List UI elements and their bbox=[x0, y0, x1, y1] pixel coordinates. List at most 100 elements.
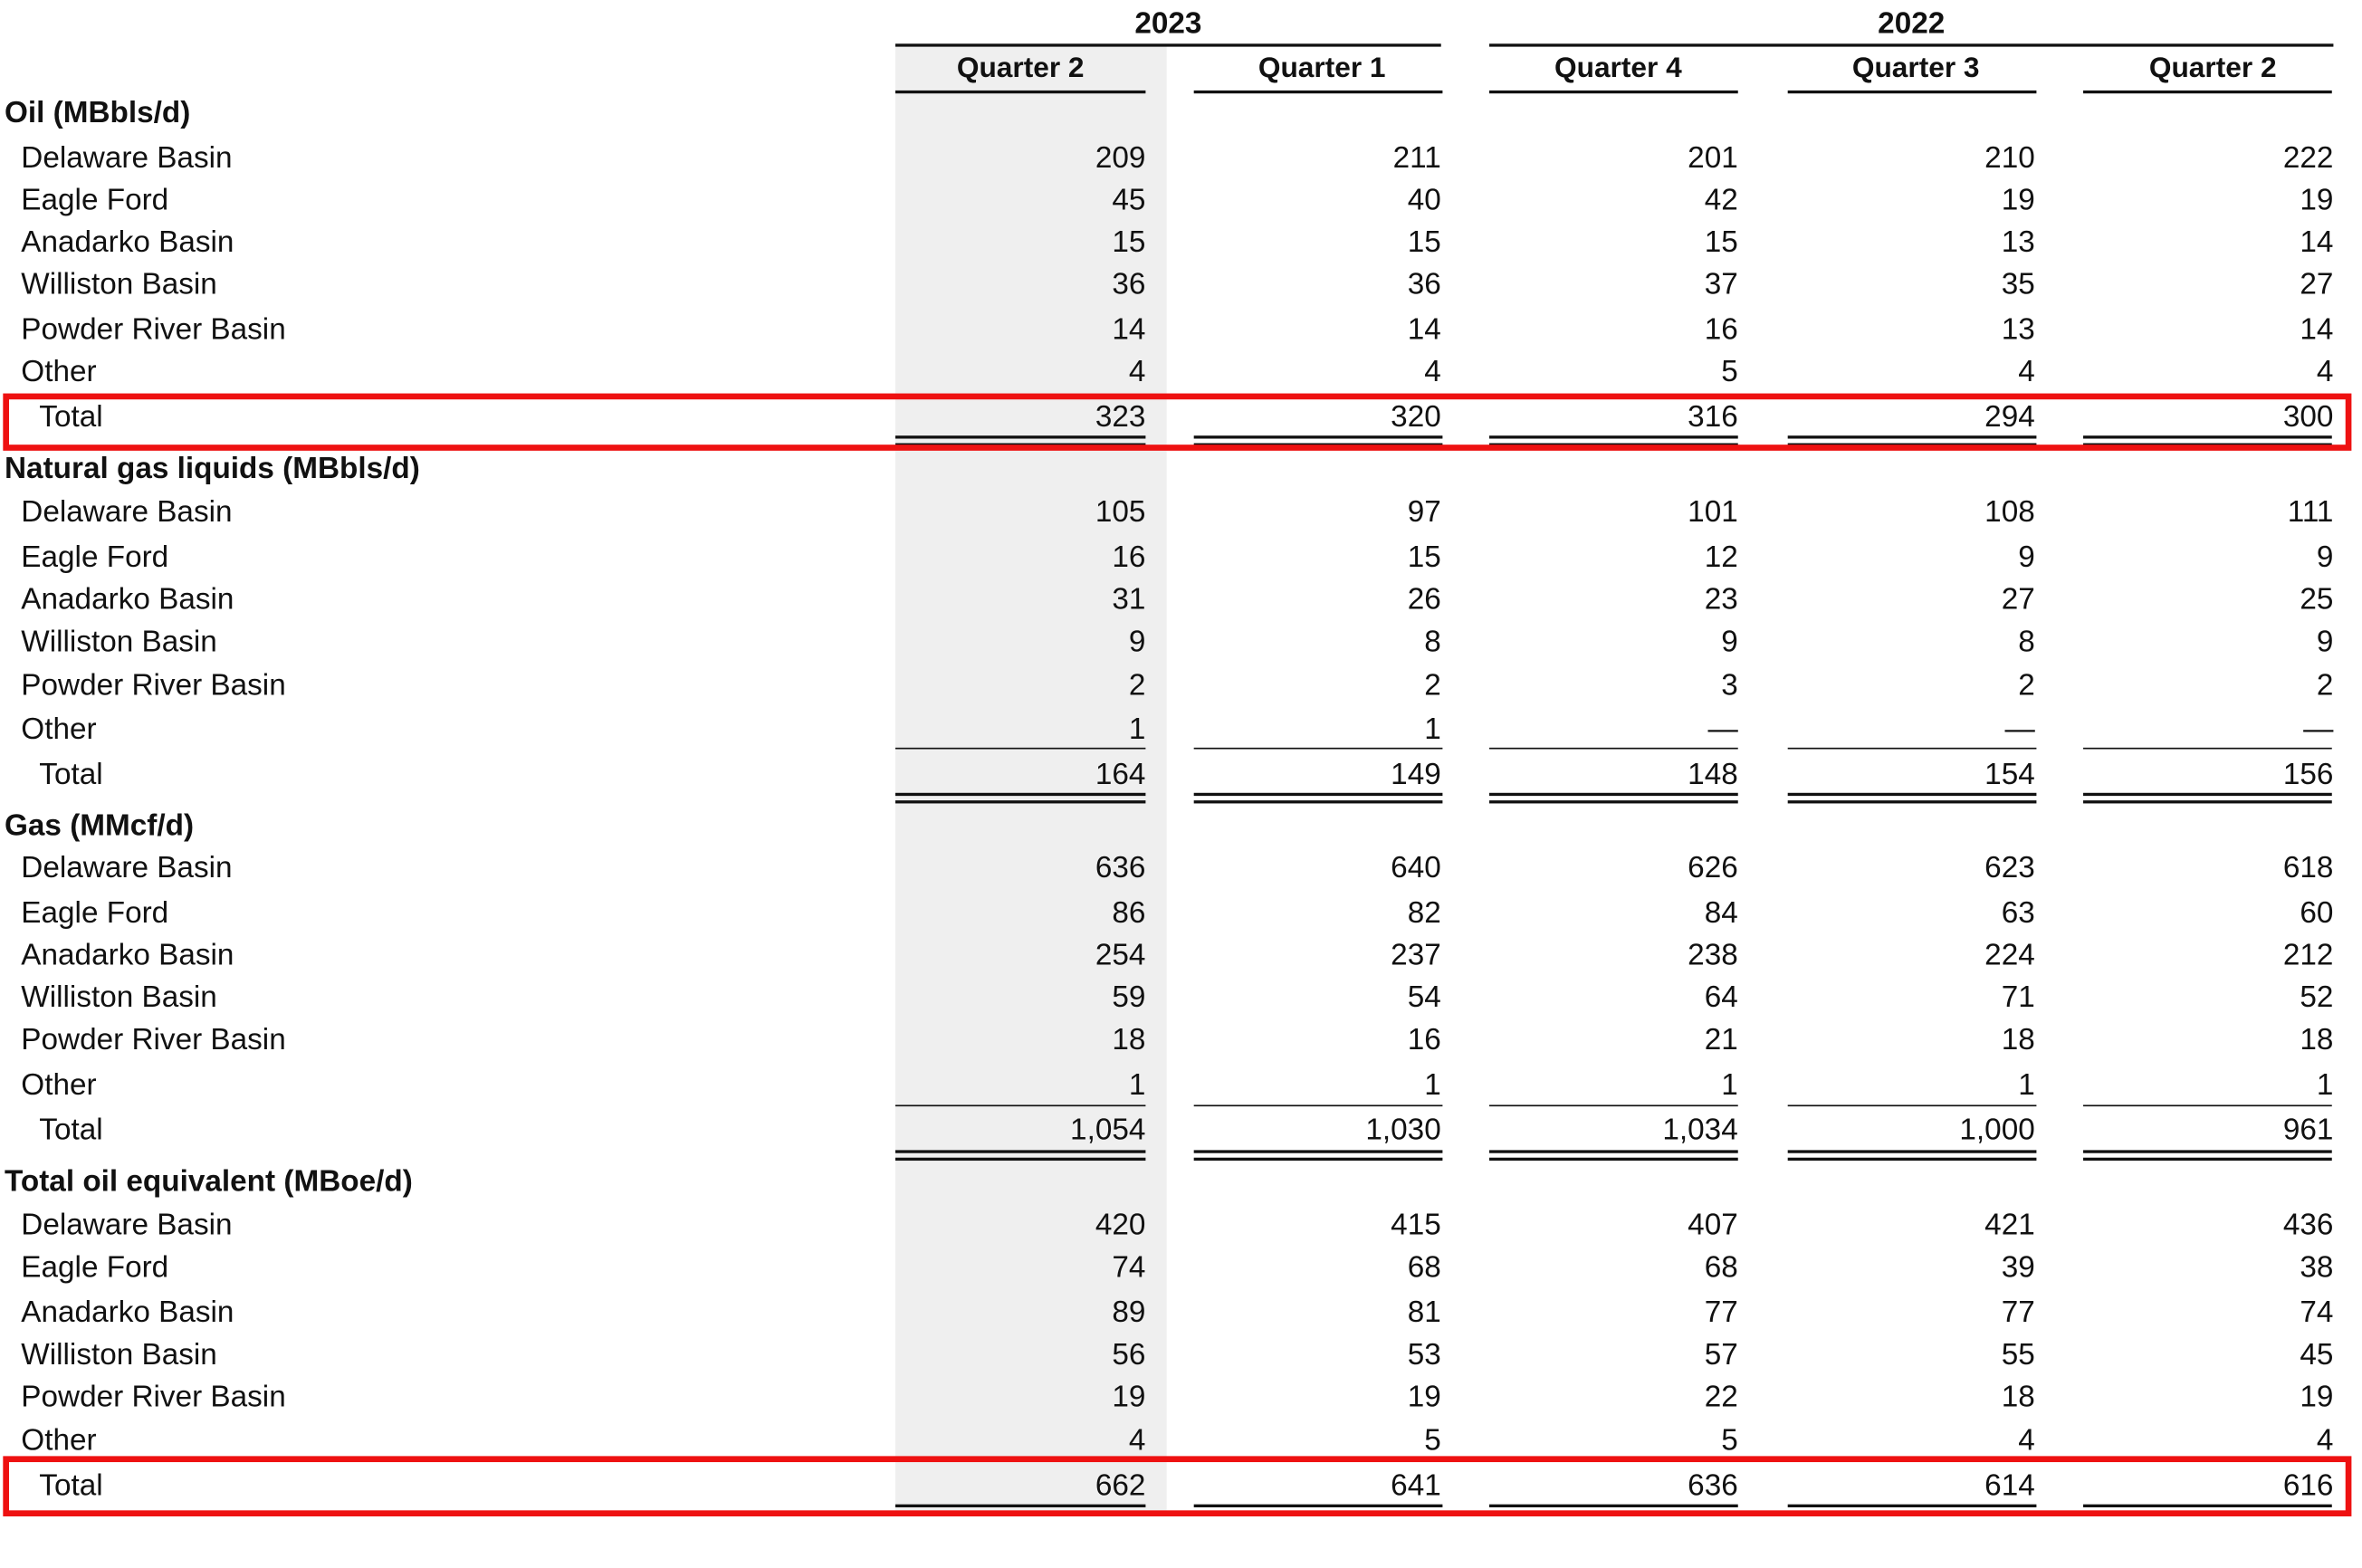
cell-value: 40 bbox=[1407, 184, 1441, 217]
quarter-underline bbox=[1787, 90, 2037, 94]
cell-value: 53 bbox=[1407, 1338, 1441, 1372]
subtotal-rule bbox=[2083, 747, 2332, 750]
cell-value: 18 bbox=[2001, 1023, 2035, 1057]
cell-value: 19 bbox=[2300, 1381, 2334, 1414]
cell-value: 97 bbox=[1407, 495, 1441, 530]
cell-value: 86 bbox=[1112, 896, 1146, 931]
section-title: Oil (MBbls/d) bbox=[4, 96, 191, 130]
cell-value: 42 bbox=[1704, 184, 1738, 217]
quarter-header: Quarter 3 bbox=[1851, 53, 1980, 85]
cell-value: 15 bbox=[1407, 540, 1441, 575]
cell-value: — bbox=[2303, 712, 2334, 747]
cell-value: 211 bbox=[1392, 141, 1441, 176]
current-quarter-shading bbox=[895, 44, 1167, 1511]
quarter-underline bbox=[895, 90, 1146, 94]
cell-value: 63 bbox=[2001, 896, 2035, 931]
row-label: Powder River Basin bbox=[21, 669, 286, 703]
cell-value: 19 bbox=[1112, 1381, 1146, 1414]
cell-value: 4 bbox=[1128, 1424, 1146, 1458]
cell-value: 14 bbox=[2300, 225, 2334, 260]
cell-value: 105 bbox=[1095, 495, 1146, 530]
cell-value: 74 bbox=[2300, 1296, 2334, 1330]
subtotal-rule bbox=[1787, 1104, 2037, 1107]
cell-value: 16 bbox=[1112, 540, 1146, 575]
cell-value: 19 bbox=[2001, 184, 2035, 217]
cell-value: 13 bbox=[2001, 313, 2035, 347]
total-value: 148 bbox=[1688, 758, 1738, 792]
quarter-header: Quarter 2 bbox=[2148, 53, 2277, 85]
total-highlight-box bbox=[3, 393, 2352, 451]
total-value: 1,000 bbox=[1959, 1114, 2035, 1148]
cell-value: 27 bbox=[2001, 583, 2035, 617]
cell-value: 9 bbox=[1721, 625, 1738, 659]
cell-value: 74 bbox=[1112, 1250, 1146, 1285]
row-label: Other bbox=[21, 1424, 97, 1458]
cell-value: 1 bbox=[2316, 1068, 2334, 1103]
cell-value: 9 bbox=[2316, 625, 2334, 659]
row-label: Other bbox=[21, 712, 97, 747]
year-header-2022: 2022 bbox=[1878, 7, 1946, 41]
table-row: Eagle Ford 74 68 68 39 38 bbox=[0, 1247, 2362, 1289]
section-title: Gas (MMcf/d) bbox=[4, 809, 195, 843]
total-value: 961 bbox=[2282, 1114, 2334, 1148]
cell-value: 2 bbox=[1424, 669, 1441, 703]
cell-value: 640 bbox=[1391, 851, 1441, 885]
table-row: Other 4 4 5 4 4 bbox=[0, 351, 2362, 394]
total-value: 1,030 bbox=[1365, 1114, 1441, 1148]
cell-value: 623 bbox=[1984, 851, 2035, 885]
cell-value: 18 bbox=[2300, 1023, 2334, 1057]
cell-value: — bbox=[1707, 712, 1738, 747]
row-label: Powder River Basin bbox=[21, 1381, 286, 1414]
cell-value: 9 bbox=[2316, 540, 2334, 575]
table-row: Delaware Basin 209 211 201 210 222 bbox=[0, 138, 2362, 180]
cell-value: 14 bbox=[2300, 313, 2334, 347]
row-label: Eagle Ford bbox=[21, 896, 169, 931]
table-row: Other 1 1 — — — bbox=[0, 709, 2362, 751]
cell-value: 1 bbox=[1721, 1068, 1738, 1103]
cell-value: 68 bbox=[1407, 1250, 1441, 1285]
total-value: 614 bbox=[1984, 1469, 2035, 1504]
cell-value: 8 bbox=[2018, 625, 2035, 659]
cell-value: 18 bbox=[2001, 1381, 2035, 1414]
table-row: Other 4 5 5 4 4 bbox=[0, 1420, 2362, 1462]
cell-value: 38 bbox=[2300, 1250, 2334, 1285]
cell-value: 71 bbox=[2001, 980, 2035, 1015]
cell-value: 64 bbox=[1704, 980, 1738, 1015]
table-row: Eagle Ford 45 40 42 19 19 bbox=[0, 179, 2362, 222]
cell-value: 2 bbox=[2316, 669, 2334, 703]
cell-value: 25 bbox=[2300, 583, 2334, 617]
cell-value: 77 bbox=[1704, 1296, 1738, 1330]
table-row: Anadarko Basin 254 237 238 224 212 bbox=[0, 934, 2362, 977]
row-label: Williston Basin bbox=[21, 625, 217, 659]
cell-value: 68 bbox=[1704, 1250, 1738, 1285]
cell-value: 5 bbox=[1424, 1424, 1441, 1458]
cell-value: 420 bbox=[1095, 1209, 1146, 1242]
total-double-rule bbox=[1193, 1150, 1443, 1162]
cell-value: 238 bbox=[1688, 939, 1738, 972]
total-value: 323 bbox=[1095, 400, 1146, 435]
table-row: Williston Basin 59 54 64 71 52 bbox=[0, 977, 2362, 1019]
cell-value: 618 bbox=[2282, 851, 2334, 885]
cell-value: 14 bbox=[1112, 313, 1146, 347]
cell-value: 4 bbox=[2018, 1424, 2035, 1458]
section-title: Natural gas liquids (MBbls/d) bbox=[4, 452, 420, 486]
cell-value: 1 bbox=[1128, 712, 1146, 747]
total-double-rule bbox=[895, 1150, 1146, 1162]
cell-value: 22 bbox=[1704, 1381, 1738, 1414]
total-label: Total bbox=[39, 758, 103, 792]
cell-value: 19 bbox=[2300, 184, 2334, 217]
total-double-rule bbox=[895, 792, 1146, 804]
row-label: Other bbox=[21, 1068, 97, 1103]
year-header-2023: 2023 bbox=[1134, 7, 1202, 41]
cell-value: 4 bbox=[2316, 355, 2334, 389]
cell-value: 36 bbox=[1407, 268, 1441, 301]
table-row: Williston Basin 56 53 57 55 45 bbox=[0, 1334, 2362, 1377]
cell-value: 82 bbox=[1407, 896, 1441, 931]
total-label: Total bbox=[39, 1469, 103, 1504]
row-label: Eagle Ford bbox=[21, 540, 169, 575]
cell-value: 13 bbox=[2001, 225, 2035, 260]
total-value: 1,054 bbox=[1070, 1114, 1146, 1148]
total-value: 636 bbox=[1688, 1469, 1738, 1504]
total-highlight-box bbox=[3, 1456, 2352, 1516]
total-value: 1,034 bbox=[1662, 1114, 1738, 1148]
